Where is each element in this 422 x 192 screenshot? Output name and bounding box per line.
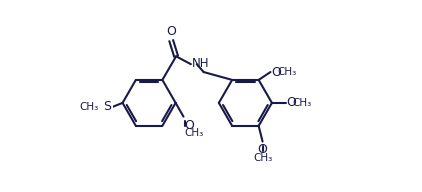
Text: O: O [286, 96, 296, 109]
Text: CH₃: CH₃ [80, 102, 99, 112]
Text: O: O [184, 119, 194, 132]
Text: NH: NH [192, 57, 209, 70]
Text: O: O [166, 25, 176, 38]
Text: O: O [258, 142, 268, 156]
Text: O: O [271, 65, 281, 79]
Text: CH₃: CH₃ [184, 128, 203, 138]
Text: CH₃: CH₃ [253, 153, 272, 163]
Text: S: S [103, 100, 111, 113]
Text: CH₃: CH₃ [293, 98, 312, 108]
Text: CH₃: CH₃ [278, 67, 297, 77]
